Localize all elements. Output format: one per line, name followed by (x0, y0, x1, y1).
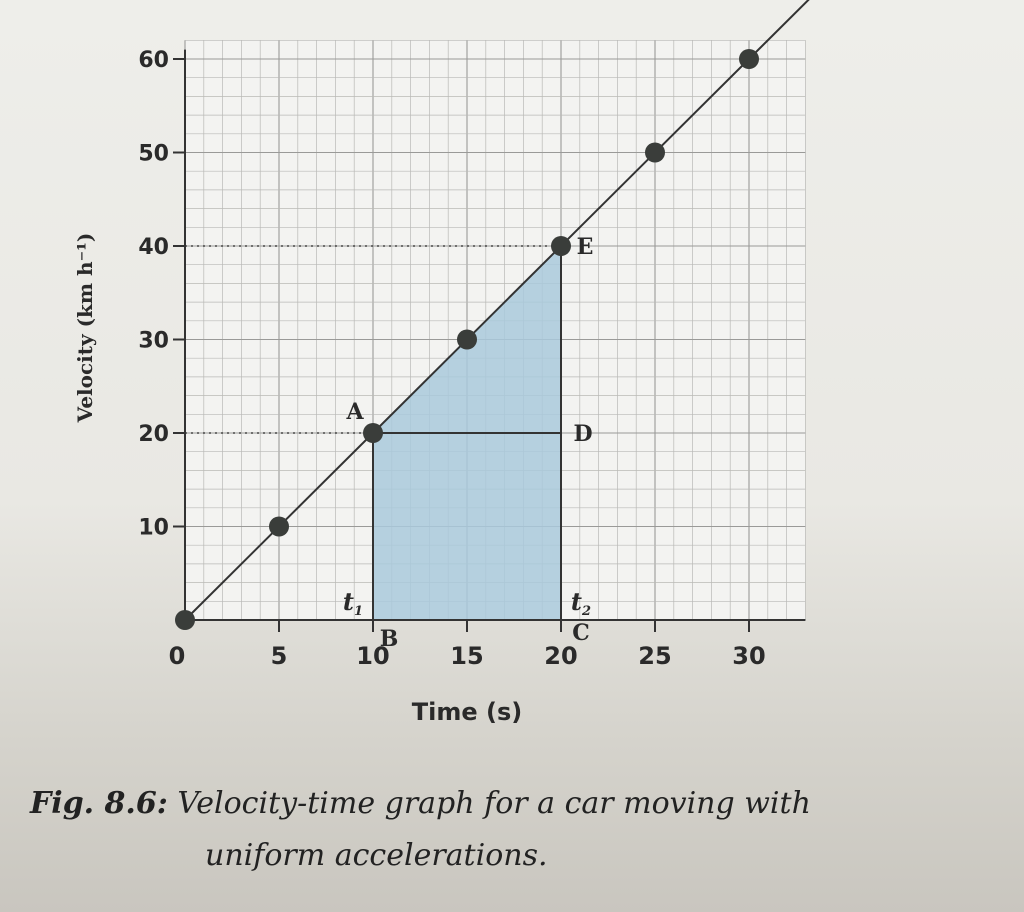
y-tick-label: 60 (138, 48, 169, 73)
y-tick-label: 20 (138, 422, 169, 447)
data-point (739, 49, 759, 69)
data-point (269, 516, 289, 537)
y-tick-label: 40 (138, 235, 169, 260)
x-tick-label: 15 (450, 642, 483, 670)
point-label-A: A (345, 399, 364, 425)
time-marker-subscript: 1 (354, 604, 363, 619)
x-tick-label: 25 (638, 642, 671, 670)
figure-caption: Fig. 8.6: Velocity-time graph for a car … (30, 778, 990, 882)
y-tick-label: 10 (138, 516, 169, 541)
y-tick-label: 50 (138, 142, 169, 167)
x-tick-label: 0 (169, 642, 186, 670)
x-tick-label: 20 (544, 642, 577, 670)
data-point (457, 329, 477, 350)
caption-fig-label: Fig. 8.6: (30, 786, 168, 821)
velocity-time-chart: 0 5 10 15 20 25 30 10 20 30 40 50 60 Time (s) Velocity… (73, 0, 810, 726)
x-tick-label: 30 (732, 642, 765, 670)
caption-text-line2: uniform accelerations. (205, 838, 548, 873)
series-line (184, 0, 810, 621)
data-point (363, 423, 383, 443)
data-point (551, 236, 571, 256)
x-axis-label: Time (s) (412, 698, 522, 726)
y-tick-label: 30 (138, 329, 169, 354)
data-point (175, 610, 195, 630)
point-label-B: B (380, 626, 399, 652)
x-tick-label: 5 (271, 642, 288, 670)
x-tick-label: 10 (356, 642, 389, 670)
time-marker-subscript: 2 (581, 604, 591, 619)
point-label-C: C (572, 620, 590, 646)
point-label-D: D (573, 421, 592, 447)
caption-text-line1: Velocity-time graph for a car moving wit… (167, 786, 811, 821)
point-label-E: E (577, 234, 594, 260)
y-axis-label: Velocity (km h⁻¹) (73, 233, 97, 424)
data-point (645, 142, 665, 163)
